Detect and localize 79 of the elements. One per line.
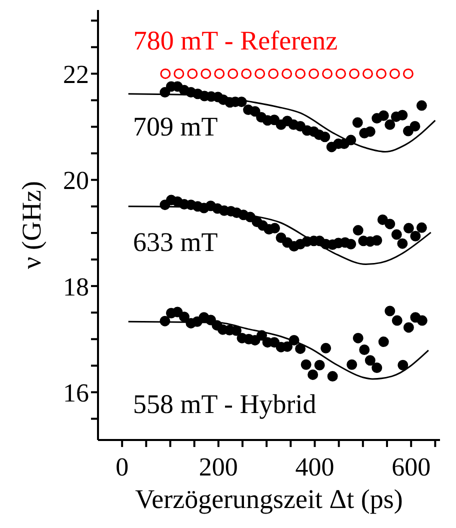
y-tick-label: 18 (63, 272, 89, 302)
y-tick-label: 16 (63, 378, 89, 408)
point (308, 68, 320, 79)
point (254, 68, 266, 79)
point (410, 121, 420, 132)
point (416, 315, 428, 326)
point (364, 126, 376, 137)
point (403, 222, 414, 234)
point (314, 360, 325, 370)
point (336, 68, 346, 79)
point (352, 332, 364, 344)
point (398, 360, 408, 370)
point (402, 68, 414, 79)
y-tick-label: 20 (63, 166, 89, 196)
series-label: 633 mT (132, 226, 218, 257)
point (384, 306, 396, 316)
point (300, 359, 312, 370)
point (372, 235, 382, 246)
point (320, 132, 330, 142)
point (178, 312, 190, 322)
point (270, 222, 280, 234)
point (282, 341, 293, 352)
point (397, 238, 408, 249)
point (241, 68, 252, 79)
point (187, 68, 198, 79)
point (200, 68, 212, 79)
point (214, 68, 225, 79)
point (282, 68, 292, 79)
point (160, 87, 170, 98)
point (402, 126, 414, 136)
point (228, 68, 238, 79)
point (295, 68, 306, 79)
point (322, 68, 333, 79)
point (320, 342, 332, 354)
point (376, 68, 386, 79)
point (410, 230, 421, 242)
point (391, 229, 402, 240)
x-tick-label: 0 (116, 452, 129, 482)
point (352, 117, 363, 128)
series-label: 780 mT - Referenz (133, 26, 338, 56)
point (416, 100, 427, 111)
series-label: 558 mT - Hybrid (132, 389, 317, 420)
point (384, 218, 396, 230)
point (359, 344, 370, 356)
point (268, 68, 279, 79)
point (384, 119, 396, 130)
point (244, 212, 256, 222)
series-label: 709 mT (132, 111, 218, 142)
point (160, 68, 171, 79)
x-axis-title: Verzögerungszeit Δt (ps) (135, 484, 403, 514)
point (256, 330, 268, 341)
point (174, 68, 184, 79)
y-axis-title: ν (GHz) (16, 181, 47, 269)
point (403, 322, 414, 333)
x-tick-label: 200 (198, 452, 238, 482)
point (346, 238, 356, 250)
point (160, 316, 170, 326)
point (346, 359, 358, 370)
point (377, 214, 388, 225)
point (308, 369, 318, 380)
point (349, 68, 360, 79)
point (397, 110, 408, 120)
point (352, 225, 364, 236)
point (288, 334, 300, 346)
point (378, 110, 389, 121)
point (392, 315, 402, 326)
point (295, 343, 306, 354)
point (389, 68, 400, 79)
x-tick-label: 400 (295, 452, 334, 482)
y-tick-label: 22 (63, 60, 89, 89)
x-tick-label: 600 (392, 452, 431, 482)
point (346, 134, 356, 146)
point (250, 106, 260, 117)
point (364, 355, 376, 366)
point (416, 222, 427, 233)
point (362, 68, 373, 79)
point (327, 371, 338, 382)
point (372, 362, 382, 374)
point (378, 336, 389, 348)
